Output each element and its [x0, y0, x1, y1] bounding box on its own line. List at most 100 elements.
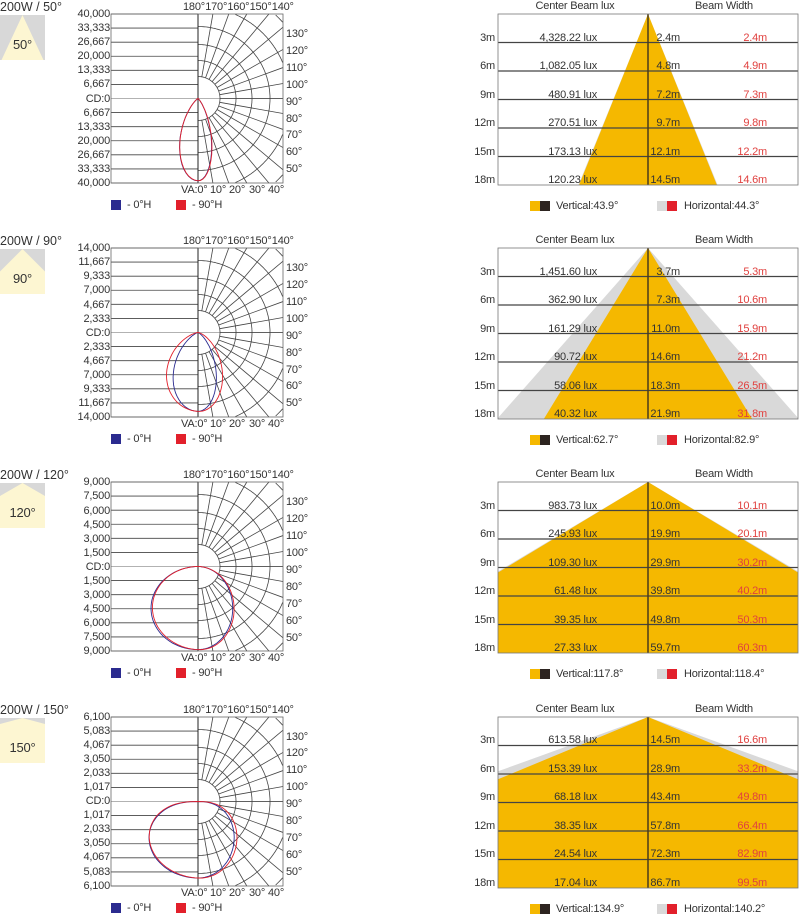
bottom-angle-label: VA:0° [181, 184, 208, 196]
photometric-block: 200W / 50° 50° 40,000 33,333 26,667 20,000 1… [0, 0, 800, 214]
legend-swatch-horizontal [657, 201, 667, 211]
cd-tick-label: 11,667 [78, 397, 110, 410]
right-angle-label: 100° [286, 312, 308, 325]
cd-tick-label: 33,333 [77, 22, 111, 35]
beam-spread-diagram [497, 247, 799, 420]
header-center-beam-lux: Center Beam lux [535, 702, 615, 715]
cd-tick-label: 11,667 [78, 256, 110, 269]
polar-radial [216, 109, 284, 148]
center-lux-value: 983.73 lux [548, 499, 597, 512]
bottom-angle-label: 20° [229, 886, 246, 899]
top-angle-label: 160° [227, 469, 250, 482]
polar-radial [218, 808, 284, 833]
bottom-angle-label: 10° [210, 652, 227, 665]
horizontal-width-value: 12.2m [737, 145, 767, 158]
polar-radial [201, 120, 214, 184]
polar-radial [219, 317, 284, 330]
legend-label-0h: - 0°H [127, 667, 152, 680]
polar-radial [205, 716, 230, 781]
polar-radial [211, 583, 270, 652]
polar-radial [218, 67, 284, 92]
vertical-width-value: 7.3m [656, 294, 680, 307]
legend-label-0h: - 0°H [127, 199, 152, 211]
cd-tick-label: 9,000 [83, 645, 110, 658]
center-lux-value: 613.58 lux [548, 734, 597, 747]
right-angle-label: 130° [286, 262, 308, 275]
polar-radial [216, 751, 284, 791]
right-angle-label: 110° [286, 61, 308, 74]
horizontal-width-value: 82.9m [737, 848, 767, 861]
cd-tick-label: 6,000 [83, 617, 110, 630]
top-angle-label: 180° [183, 469, 205, 482]
polar-radial [214, 26, 284, 85]
horizontal-width-value: 10.6m [737, 294, 767, 307]
legend-swatch-horizontal [657, 903, 667, 914]
cd-tick-label: 7,500 [83, 631, 110, 644]
polar-radial [201, 248, 214, 312]
beam-thumbnail-icon [0, 483, 45, 529]
beam-thumbnail: 150° [0, 717, 45, 763]
bottom-angle-label: 20° [229, 184, 246, 196]
distance-label: 15m [474, 848, 495, 861]
vertical-width-value: 11.0m [651, 322, 680, 335]
distance-label: 12m [474, 351, 495, 364]
polar-radial [216, 283, 284, 323]
center-lux-value: 38.35 lux [554, 819, 597, 832]
intensity-curve-90h [148, 800, 238, 879]
thumb-angle-label: 50° [12, 37, 33, 52]
legend-swatch-0h [111, 200, 121, 210]
legend-swatch-vertical-dark [540, 435, 550, 446]
legend-swatch-horizontal-red [667, 435, 677, 446]
legend-swatch-0h [111, 668, 121, 679]
right-angle-label: 90° [286, 95, 303, 108]
polar-radial [216, 343, 284, 383]
polar-radial [211, 817, 270, 886]
center-lux-value: 61.48 lux [554, 585, 597, 598]
right-angle-label: 70° [286, 597, 303, 610]
top-angle-label: 150° [249, 235, 272, 248]
cd-tick-label: 4,500 [83, 518, 110, 531]
cd-tick-label: CD:0 [85, 326, 110, 339]
center-lux-value: 68.18 lux [554, 791, 597, 804]
right-angle-label: 80° [286, 815, 303, 828]
beam-spread-diagram [497, 13, 799, 186]
right-angle-label: 120° [286, 747, 308, 760]
right-angle-label: 80° [286, 346, 303, 359]
distance-label: 18m [474, 408, 495, 421]
bottom-angle-label: 40° [268, 886, 285, 899]
horizontal-width-value: 20.1m [737, 528, 767, 541]
center-lux-value: 1,082.05 lux [539, 60, 597, 72]
polar-radial [219, 570, 284, 583]
polar-arc [275, 717, 283, 885]
bottom-angle-label: 30° [249, 886, 266, 899]
cd-tick-label: 4,500 [83, 603, 110, 616]
cd-tick-label: 6,100 [83, 879, 110, 892]
legend-swatch-horizontal-red [667, 669, 677, 680]
distance-label: 9m [480, 556, 495, 569]
polar-radial [218, 339, 284, 365]
cd-tick-label: 3,000 [83, 589, 110, 602]
polar-radial [216, 577, 284, 617]
polar-radial [219, 804, 284, 817]
cd-tick-label: 7,500 [83, 490, 110, 503]
beam-thumbnail-icon [0, 717, 45, 763]
legend-label-90h: - 90°H [192, 433, 223, 446]
cd-tick-label: 40,000 [77, 177, 111, 189]
bottom-angle-label: 20° [229, 652, 246, 665]
vertical-width-value: 21.9m [650, 408, 680, 421]
distance-label: 3m [480, 265, 495, 278]
top-angle-label: 170° [205, 703, 228, 716]
polar-radial [219, 336, 284, 349]
cd-tick-label: 9,000 [83, 476, 110, 489]
polar-frame [110, 716, 284, 886]
thumb-angle-label: 150° [9, 739, 36, 755]
cd-tick-label: 4,667 [83, 354, 110, 367]
horizontal-width-value: 26.5m [737, 379, 767, 392]
cd-tick-label: 7,000 [83, 284, 110, 297]
polar-radial [208, 247, 248, 314]
cd-tick-label: 2,333 [83, 312, 110, 325]
legend-swatch-vertical [530, 201, 540, 211]
legend-swatch-horizontal [657, 669, 667, 680]
vertical-width-value: 10.0m [650, 499, 680, 512]
bottom-angle-label: 30° [249, 652, 266, 665]
